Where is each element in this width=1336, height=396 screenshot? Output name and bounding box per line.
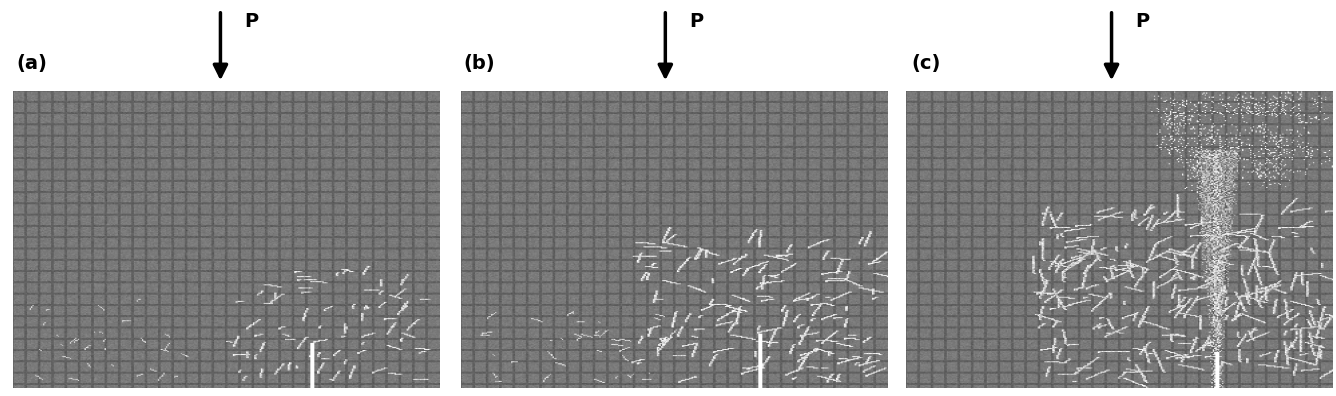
- Text: (c): (c): [911, 54, 941, 73]
- Text: P: P: [244, 12, 259, 31]
- Text: P: P: [689, 12, 704, 31]
- Text: P: P: [1136, 12, 1150, 31]
- Text: (a): (a): [16, 54, 47, 73]
- Text: (b): (b): [464, 54, 496, 73]
